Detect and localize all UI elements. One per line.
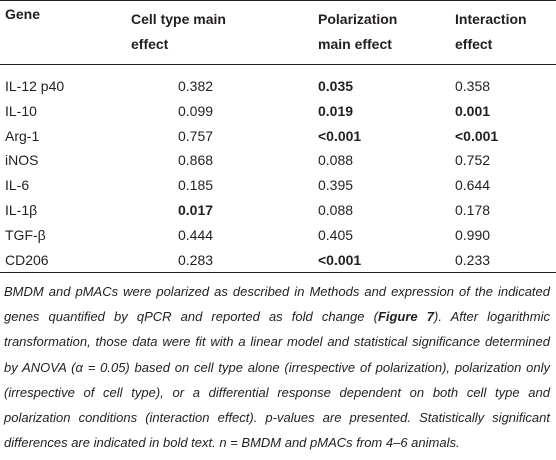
gene-name: TGF-β (5, 226, 46, 243)
gene-name: IL-1β (5, 202, 38, 218)
gene-name: Arg-1 (5, 127, 40, 144)
p-value: 0.001 (455, 102, 491, 119)
p-value: 0.757 (178, 127, 214, 144)
p-value: 0.990 (455, 226, 491, 243)
p-value: <0.001 (318, 251, 362, 268)
p-value: 0.444 (178, 226, 214, 243)
caption: BMDM and pMACs were polarized as describ… (4, 279, 550, 455)
p-value: 0.358 (455, 78, 491, 94)
p-value: 0.088 (318, 152, 354, 169)
p-value: 0.017 (178, 202, 214, 218)
p-value: 0.185 (178, 177, 214, 194)
caption-text: ). After logarithmic transformation, tho… (4, 309, 550, 451)
header-rule (0, 64, 556, 65)
gene-name: IL-10 (5, 102, 37, 119)
p-value: <0.001 (455, 127, 499, 144)
column-header: Interaction effect (455, 11, 527, 52)
p-value: <0.001 (318, 127, 362, 144)
caption-text: BMDM and pMACs were polarized as describ… (4, 284, 550, 325)
top-rule (0, 0, 556, 1)
p-value: 0.035 (318, 78, 354, 94)
p-value: 0.233 (455, 251, 491, 268)
p-value: 0.868 (178, 152, 214, 169)
gene-name: IL-6 (5, 177, 30, 194)
p-value: 0.019 (318, 102, 354, 119)
caption-text: Figure 7 (377, 309, 434, 325)
p-value: 0.382 (178, 78, 214, 94)
column-header: Gene (5, 6, 41, 22)
gene-name: IL-12 p40 (5, 78, 65, 94)
column-header: Cell type main effect (131, 11, 226, 52)
p-value: 0.088 (318, 202, 354, 218)
gene-name: iNOS (5, 152, 39, 169)
gene-name: CD206 (5, 251, 49, 268)
p-value: 0.395 (318, 177, 354, 194)
p-value: 0.178 (455, 202, 491, 218)
p-value: 0.752 (455, 152, 491, 169)
p-value: 0.283 (178, 251, 214, 268)
bottom-rule (0, 272, 556, 273)
column-header: Polarization main effect (318, 11, 398, 52)
p-value: 0.099 (178, 102, 214, 119)
p-value: 0.644 (455, 177, 491, 194)
p-value: 0.405 (318, 226, 354, 243)
